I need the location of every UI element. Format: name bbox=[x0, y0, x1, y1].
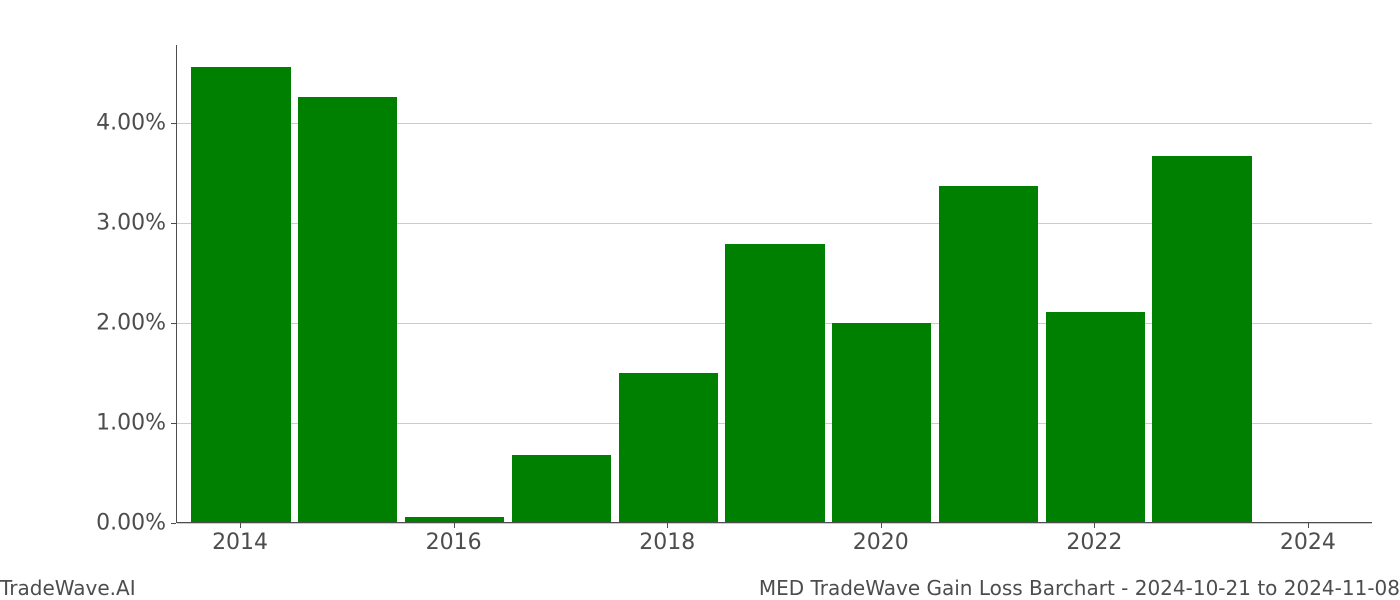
x-tick-label: 2020 bbox=[853, 530, 909, 555]
x-tick-label: 2018 bbox=[639, 530, 695, 555]
bar bbox=[832, 323, 931, 522]
x-tick-label: 2016 bbox=[426, 530, 482, 555]
footer-right-title: MED TradeWave Gain Loss Barchart - 2024-… bbox=[759, 576, 1400, 600]
footer-left-watermark: TradeWave.AI bbox=[0, 576, 136, 600]
bar bbox=[512, 455, 611, 522]
bar bbox=[1046, 312, 1145, 522]
bar bbox=[725, 244, 824, 522]
x-tick-label: 2024 bbox=[1280, 530, 1336, 555]
y-tick-label: 2.00% bbox=[96, 311, 166, 336]
x-tick-mark bbox=[240, 523, 241, 528]
y-tick-mark bbox=[171, 223, 176, 224]
x-tick-mark bbox=[667, 523, 668, 528]
y-tick-mark bbox=[171, 523, 176, 524]
x-tick-mark bbox=[1094, 523, 1095, 528]
y-tick-label: 1.00% bbox=[96, 411, 166, 436]
plot-area bbox=[176, 45, 1372, 523]
y-tick-mark bbox=[171, 123, 176, 124]
x-tick-label: 2022 bbox=[1066, 530, 1122, 555]
bar bbox=[298, 97, 397, 522]
bar bbox=[1152, 156, 1251, 522]
x-tick-mark bbox=[1308, 523, 1309, 528]
bar bbox=[191, 67, 290, 522]
x-tick-label: 2014 bbox=[212, 530, 268, 555]
y-tick-label: 0.00% bbox=[96, 511, 166, 536]
chart-frame: TradeWave.AI MED TradeWave Gain Loss Bar… bbox=[0, 0, 1400, 600]
y-tick-label: 4.00% bbox=[96, 111, 166, 136]
bar bbox=[939, 186, 1038, 522]
y-tick-mark bbox=[171, 323, 176, 324]
bar bbox=[619, 373, 718, 522]
y-tick-label: 3.00% bbox=[96, 211, 166, 236]
x-tick-mark bbox=[454, 523, 455, 528]
grid-line-horizontal bbox=[177, 523, 1372, 524]
y-tick-mark bbox=[171, 423, 176, 424]
x-tick-mark bbox=[881, 523, 882, 528]
bar bbox=[405, 517, 504, 522]
